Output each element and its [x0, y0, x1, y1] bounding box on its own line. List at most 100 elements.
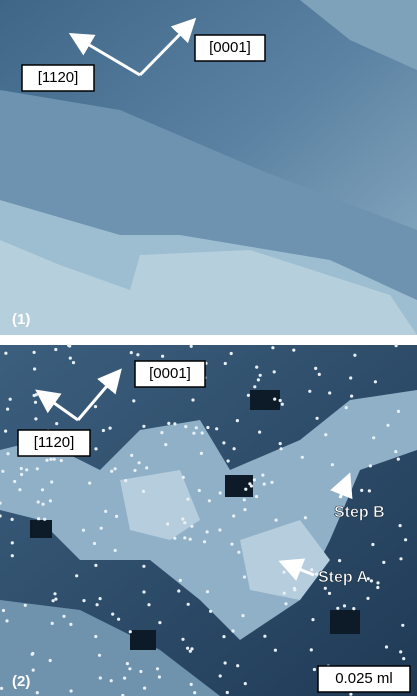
adatom — [34, 417, 37, 420]
adatom — [241, 614, 244, 617]
adatom — [243, 508, 246, 511]
pit — [330, 610, 360, 634]
adatom — [160, 431, 163, 434]
adatom — [353, 354, 356, 357]
adatom — [345, 406, 348, 409]
adatom — [181, 638, 184, 641]
adatom — [49, 458, 52, 461]
adatom — [273, 370, 276, 373]
adatom — [292, 349, 295, 352]
adatom — [142, 490, 145, 493]
adatom — [206, 590, 209, 593]
annotation: Step B — [334, 504, 385, 521]
adatom — [222, 635, 225, 638]
adatom — [192, 432, 195, 435]
adatom — [62, 615, 65, 618]
adatom — [42, 503, 45, 506]
adatom — [33, 351, 36, 354]
adatom — [20, 473, 23, 476]
adatom — [2, 609, 5, 612]
adatom — [257, 378, 260, 381]
adatom — [244, 488, 247, 491]
adatom — [96, 603, 99, 606]
panel-label: (2) — [12, 673, 30, 690]
pit — [30, 520, 52, 538]
adatom — [237, 551, 240, 554]
panel-label: (1) — [12, 311, 30, 328]
adatom — [333, 488, 336, 491]
adatom — [104, 510, 107, 513]
adatom — [69, 623, 72, 626]
adatom — [179, 579, 182, 582]
adatom — [130, 454, 133, 457]
adatom — [51, 622, 54, 625]
adatom — [6, 452, 9, 455]
adatom — [72, 361, 75, 364]
adatom — [111, 613, 114, 616]
adatom — [139, 670, 142, 673]
adatom — [117, 618, 120, 621]
adatom — [177, 589, 180, 592]
adatom — [376, 581, 379, 584]
adatom — [53, 592, 56, 595]
adatom — [68, 344, 71, 347]
adatom — [318, 373, 321, 376]
adatom — [258, 431, 261, 434]
adatom — [99, 597, 102, 600]
adatom — [236, 664, 239, 667]
annotation: Step A — [318, 569, 369, 586]
adatom — [50, 480, 53, 483]
pit — [130, 630, 156, 650]
adatom — [219, 674, 222, 677]
adatom — [49, 659, 52, 662]
adatom — [224, 362, 227, 365]
adatom — [94, 564, 97, 567]
adatom — [156, 667, 159, 670]
adatom — [183, 536, 186, 539]
adatom — [397, 458, 400, 461]
adatom — [386, 424, 389, 427]
adatom — [41, 488, 44, 491]
adatom — [374, 380, 377, 383]
adatom — [186, 498, 189, 501]
adatom — [133, 469, 136, 472]
adatom — [198, 489, 201, 492]
adatom — [182, 476, 185, 479]
adatom — [376, 586, 379, 589]
adatom — [247, 394, 250, 397]
adatom — [128, 667, 131, 670]
adatom — [401, 624, 404, 627]
adatom — [130, 351, 133, 354]
adatom — [263, 635, 266, 638]
adatom — [5, 619, 8, 622]
adatom — [191, 398, 194, 401]
adatom — [132, 399, 135, 402]
adatom — [34, 401, 37, 404]
adatom — [98, 654, 101, 657]
adatom — [236, 419, 239, 422]
adatom — [369, 464, 372, 467]
adatom — [36, 467, 39, 470]
adatom — [52, 599, 55, 602]
adatom — [158, 675, 161, 678]
adatom — [316, 417, 319, 420]
panel-1: [0001] [1120] (1) — [0, 0, 417, 335]
adatom — [352, 607, 355, 610]
adatom — [190, 683, 193, 686]
adatom — [274, 649, 277, 652]
adatom — [314, 367, 317, 370]
adatom — [45, 459, 48, 462]
adatom — [9, 398, 12, 401]
adatom — [230, 352, 233, 355]
adatom — [167, 422, 170, 425]
adatom — [402, 657, 405, 660]
adatom — [11, 541, 14, 544]
adatom — [75, 574, 78, 577]
adatom — [360, 489, 363, 492]
adatom — [25, 468, 28, 471]
adatom — [94, 405, 97, 408]
adatom — [222, 441, 225, 444]
adatom — [136, 353, 139, 356]
adatom — [181, 517, 184, 520]
adatom — [123, 677, 126, 680]
